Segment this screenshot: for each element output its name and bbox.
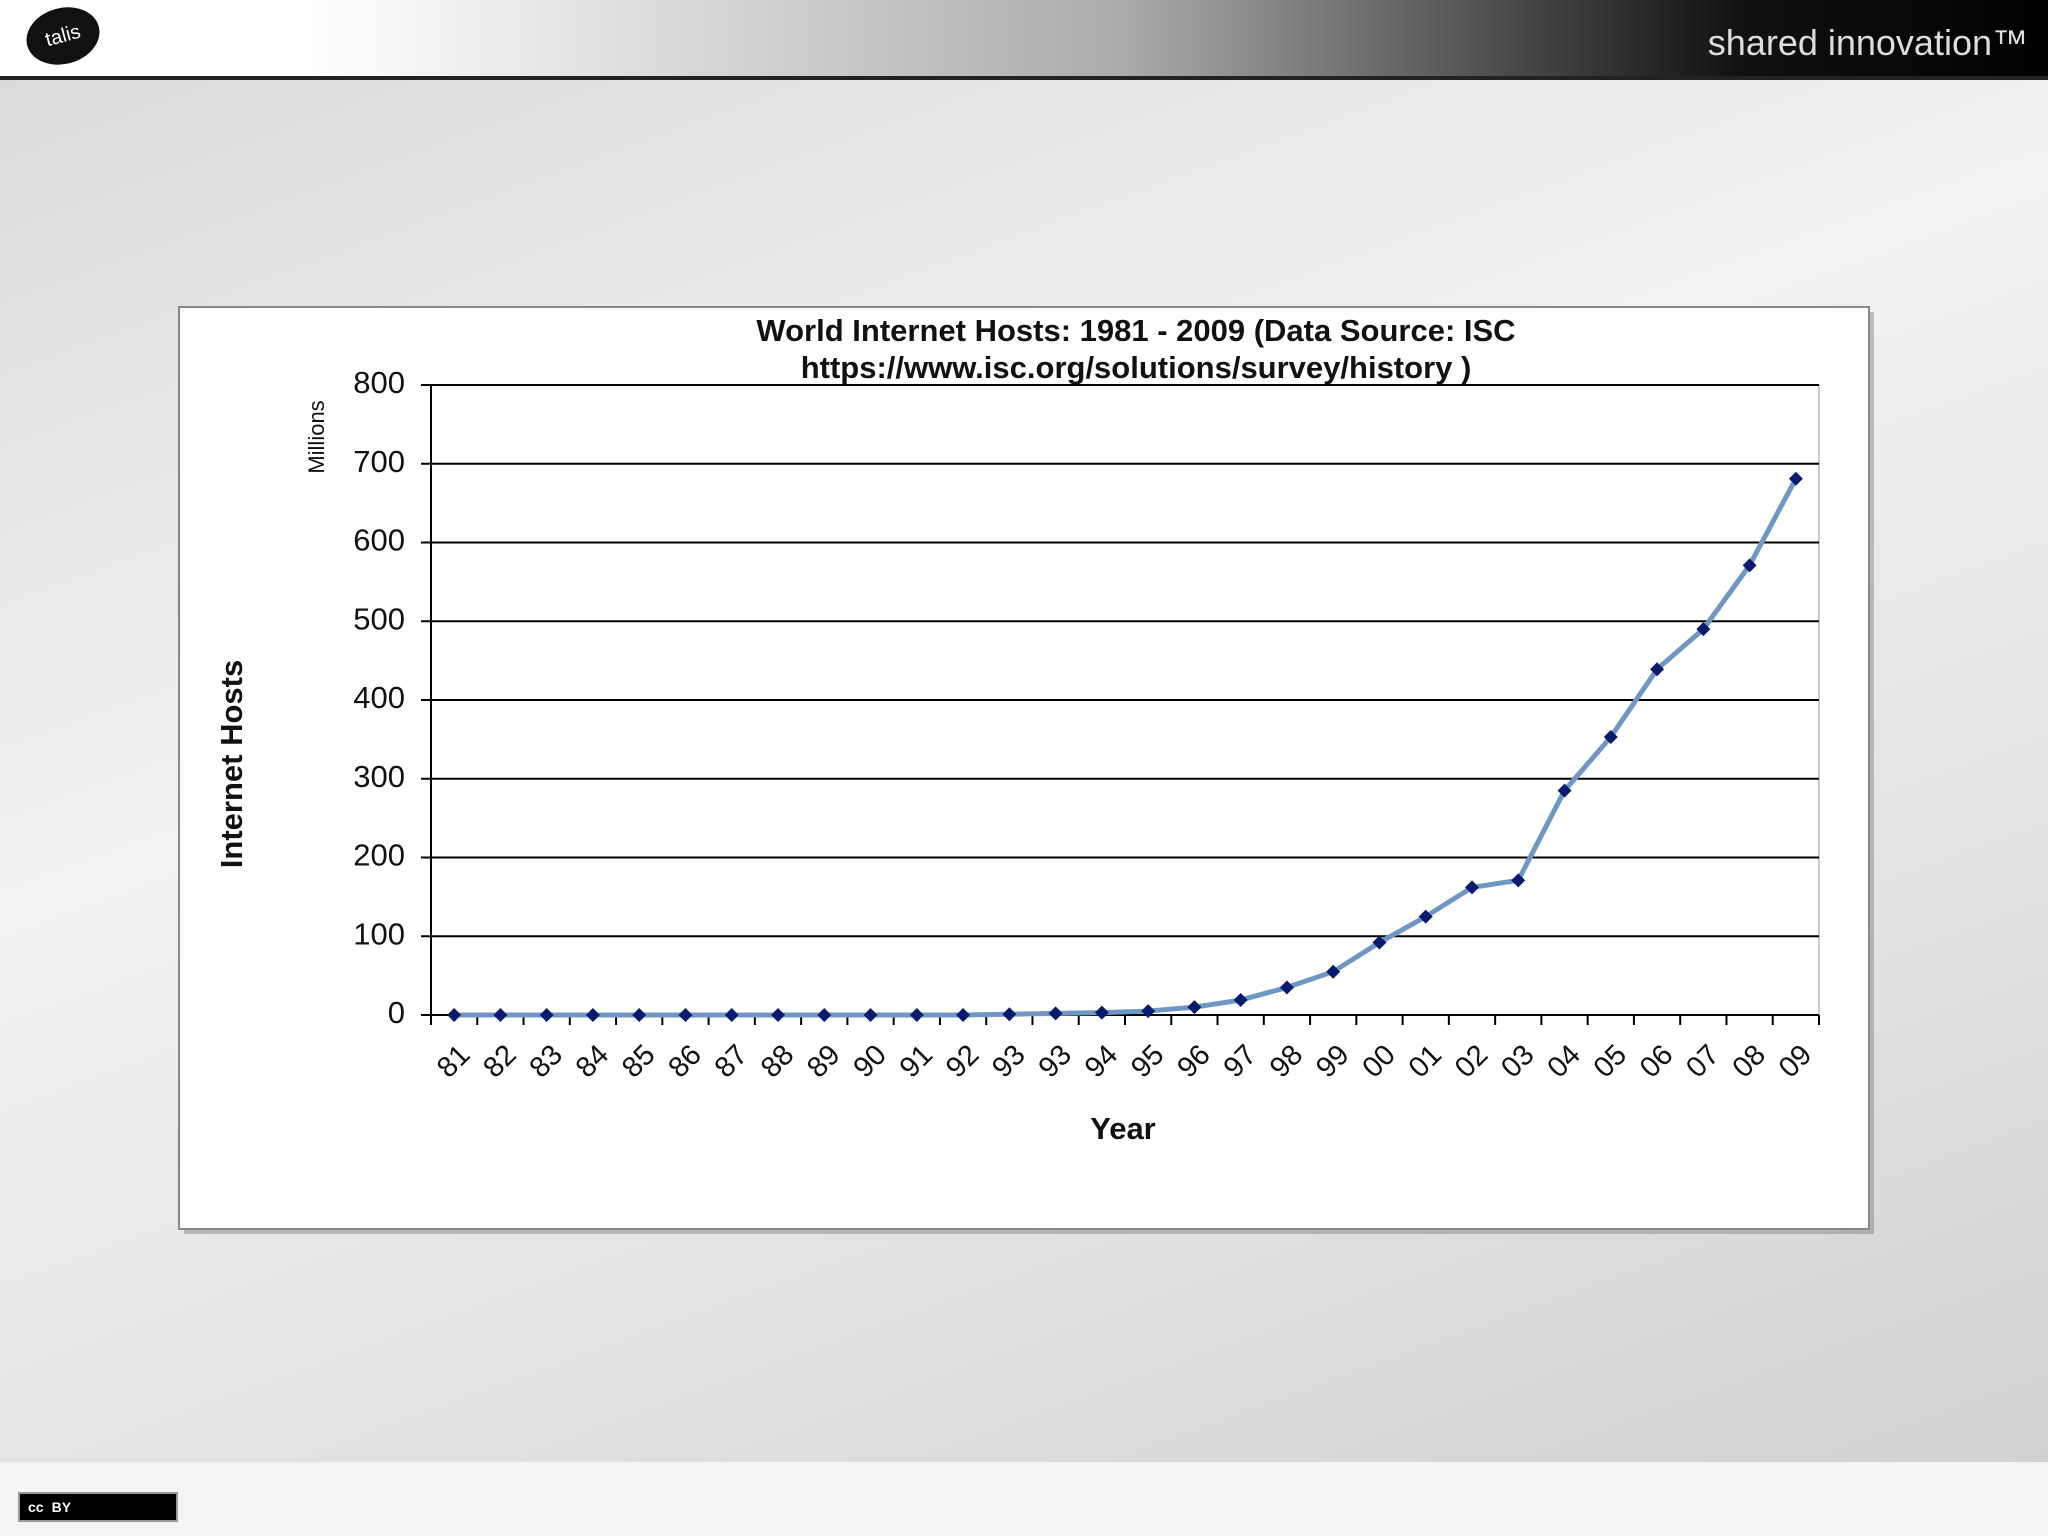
data-marker — [1650, 662, 1665, 677]
data-marker — [1372, 935, 1387, 950]
data-marker — [1465, 880, 1479, 895]
header: talis shared innovation™ — [0, 0, 2048, 80]
data-marker — [1788, 471, 1803, 486]
y-tick-label: 300 — [353, 759, 405, 794]
license-cc: cc — [28, 1499, 44, 1515]
data-marker — [1141, 1004, 1156, 1019]
data-marker — [724, 1008, 739, 1022]
data-marker — [585, 1008, 600, 1022]
data-marker — [863, 1008, 878, 1022]
data-marker — [539, 1008, 554, 1022]
data-marker — [1742, 558, 1757, 573]
y-tick-label: 400 — [353, 680, 405, 715]
data-marker — [1418, 909, 1433, 924]
y-tick-label: 600 — [353, 523, 405, 558]
data-marker — [1511, 873, 1526, 888]
data-marker — [1002, 1007, 1017, 1022]
data-marker — [1233, 993, 1248, 1008]
data-marker — [447, 1008, 462, 1022]
tagline: shared innovation™ — [1707, 22, 2028, 63]
data-marker — [1048, 1006, 1063, 1021]
y-tick-label: 700 — [353, 444, 405, 479]
x-axis-label: Year — [1090, 1111, 1156, 1146]
data-marker — [909, 1008, 924, 1022]
data-marker — [817, 1008, 832, 1022]
y-axis-unit: Millions — [304, 400, 329, 473]
chart-frame — [178, 306, 1870, 1230]
data-line — [454, 477, 1799, 1018]
y-tick-label: 200 — [353, 838, 405, 873]
data-marker — [956, 1008, 971, 1022]
y-tick-label: 0 — [388, 995, 405, 1030]
data-marker — [678, 1008, 693, 1022]
y-tick-label: 800 — [353, 365, 405, 400]
data-marker — [1094, 1005, 1109, 1020]
chart-title: https://www.isc.org/solutions/survey/his… — [801, 350, 1472, 385]
data-marker — [632, 1008, 647, 1022]
data-marker — [1187, 1000, 1202, 1015]
y-tick-label: 100 — [353, 916, 405, 951]
chart-title: World Internet Hosts: 1981 - 2009 (Data … — [756, 313, 1515, 348]
data-marker — [1696, 622, 1711, 637]
data-marker — [1603, 730, 1618, 745]
data-marker — [1279, 980, 1294, 995]
y-tick-label: 500 — [353, 601, 405, 636]
footer — [0, 1462, 2048, 1536]
data-marker — [1557, 783, 1572, 798]
data-marker — [771, 1008, 785, 1022]
y-axis-label: Internet Hosts — [214, 660, 249, 868]
license-text: BY — [51, 1499, 72, 1515]
data-marker — [493, 1008, 508, 1022]
license-badge: cc BY — [18, 1492, 178, 1522]
data-marker — [1326, 964, 1341, 979]
